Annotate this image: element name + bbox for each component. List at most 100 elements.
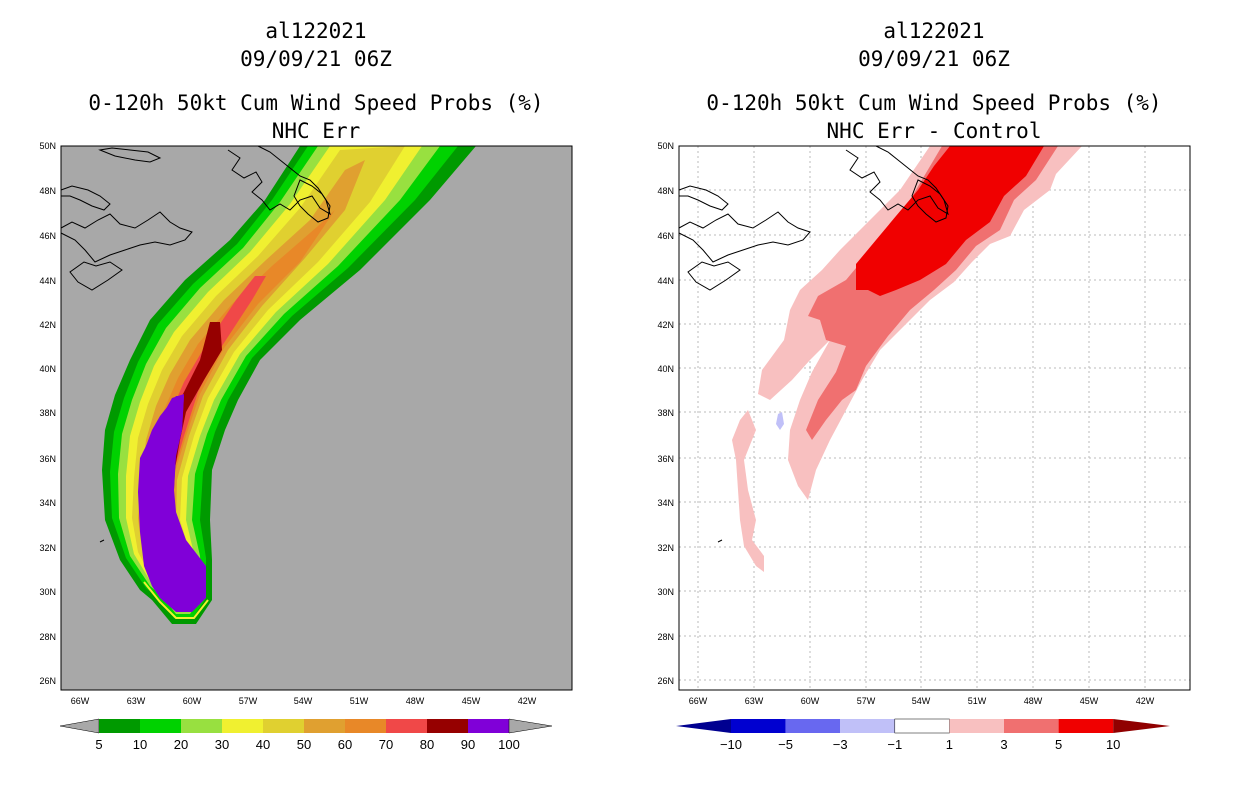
colorbar-label-60: 60 bbox=[338, 737, 352, 752]
colorbar-swatch-60-70 bbox=[345, 719, 386, 733]
lat-label-40n: 40N bbox=[39, 364, 56, 374]
swath-south-rim bbox=[143, 581, 209, 619]
lat-label-38n: 38N bbox=[39, 408, 56, 418]
colorbar-swatch-40-50 bbox=[263, 719, 304, 733]
colorbar-diff-label-10: 10 bbox=[1106, 737, 1120, 752]
colorbar-swatch-80-90 bbox=[427, 719, 468, 733]
right-title-storm: al122021 bbox=[883, 19, 985, 43]
lon-label-57w: 57W bbox=[239, 696, 258, 706]
lat-label-38n: 38N bbox=[657, 408, 674, 418]
lat-label-46n: 46N bbox=[657, 231, 674, 241]
colorbar-swatch-20-30 bbox=[181, 719, 222, 733]
lon-label-66w: 66W bbox=[689, 696, 708, 706]
lat-label-36n: 36N bbox=[39, 454, 56, 464]
colorbar-left-end bbox=[59, 718, 100, 734]
lon-label-54w: 54W bbox=[912, 696, 931, 706]
colorbar-diff-swatch--5--3 bbox=[785, 719, 841, 733]
left-map-plot bbox=[60, 145, 573, 691]
lat-label-50n: 50N bbox=[39, 141, 56, 151]
colorbar-diff-label-1: 1 bbox=[946, 737, 953, 752]
right-map: 50N 48N 46N 44N 42N 40N 38N 36N 34N 32N … bbox=[657, 141, 1191, 752]
colorbar-diff-label--10: −10 bbox=[720, 737, 742, 752]
lon-label-48w: 48W bbox=[1024, 696, 1043, 706]
colorbar-diff-label--1: −1 bbox=[887, 737, 902, 752]
lat-label-30n: 30N bbox=[39, 587, 56, 597]
colorbar-swatch-70-80 bbox=[386, 719, 427, 733]
lat-label-34n: 34N bbox=[657, 498, 674, 508]
colorbar-label-30: 30 bbox=[215, 737, 229, 752]
colorbar-label-50: 50 bbox=[297, 737, 311, 752]
colorbar-diff-swatch-1-3 bbox=[949, 719, 1004, 733]
right-title-subtitle: NHC Err - Control bbox=[826, 119, 1042, 143]
lon-label-51w: 51W bbox=[968, 696, 987, 706]
lat-label-36n: 36N bbox=[657, 454, 674, 464]
colorbar-label-10: 10 bbox=[133, 737, 147, 752]
lon-label-60w: 60W bbox=[183, 696, 202, 706]
lon-label-57w: 57W bbox=[857, 696, 876, 706]
right-map-plot bbox=[678, 145, 1191, 691]
lat-label-48n: 48N bbox=[657, 186, 674, 196]
left-lat-labels: 50N 48N 46N 44N 42N 40N 38N 36N 34N 32N … bbox=[39, 141, 56, 686]
colorbar-swatch-90-100 bbox=[468, 719, 509, 733]
lon-label-48w: 48W bbox=[406, 696, 425, 706]
colorbar-diff-swatch-5-10 bbox=[1058, 719, 1114, 733]
right-lat-labels: 50N 48N 46N 44N 42N 40N 38N 36N 34N 32N … bbox=[657, 141, 674, 686]
swath-core bbox=[138, 394, 206, 612]
colorbar-label-100: 100 bbox=[498, 737, 520, 752]
colorbar-diff-left-end bbox=[676, 719, 731, 733]
right-title-date: 09/09/21 06Z bbox=[858, 47, 1010, 71]
lon-label-54w: 54W bbox=[294, 696, 313, 706]
lon-label-51w: 51W bbox=[350, 696, 369, 706]
left-map: 50N 48N 46N 44N 42N 40N 38N 36N 34N 32N … bbox=[39, 141, 573, 752]
lat-label-44n: 44N bbox=[657, 276, 674, 286]
lat-label-44n: 44N bbox=[39, 276, 56, 286]
right-lon-labels: 66W 63W 60W 57W 54W 51W 48W 45W 42W bbox=[689, 696, 1155, 706]
colorbar-right-end bbox=[508, 718, 553, 734]
lat-label-50n: 50N bbox=[657, 141, 674, 151]
lon-label-42w: 42W bbox=[1136, 696, 1155, 706]
left-title-storm: al122021 bbox=[265, 19, 367, 43]
lat-label-28n: 28N bbox=[39, 632, 56, 642]
lat-label-48n: 48N bbox=[39, 186, 56, 196]
colorbar-label-5: 5 bbox=[95, 737, 102, 752]
left-colorbar: 5 10 20 30 40 50 60 70 80 90 100 bbox=[59, 718, 553, 752]
left-title-product: 0-120h 50kt Cum Wind Speed Probs (%) bbox=[88, 91, 544, 115]
colorbar-diff-swatch--10--5 bbox=[731, 719, 786, 733]
colorbar-swatch-50-60 bbox=[304, 719, 345, 733]
colorbar-swatch-5-10 bbox=[99, 719, 140, 733]
colorbar-diff-label--5: −5 bbox=[778, 737, 793, 752]
colorbar-diff-label-5: 5 bbox=[1055, 737, 1062, 752]
lon-label-42w: 42W bbox=[518, 696, 537, 706]
lon-label-63w: 63W bbox=[745, 696, 764, 706]
colorbar-label-40: 40 bbox=[256, 737, 270, 752]
left-lon-labels: 66W 63W 60W 57W 54W 51W 48W 45W 42W bbox=[71, 696, 537, 706]
lon-label-45w: 45W bbox=[1080, 696, 1099, 706]
lon-label-45w: 45W bbox=[462, 696, 481, 706]
lat-label-26n: 26N bbox=[39, 676, 56, 686]
lon-label-63w: 63W bbox=[127, 696, 146, 706]
lat-label-40n: 40N bbox=[657, 364, 674, 374]
right-coastlines bbox=[678, 145, 949, 543]
colorbar-diff-swatch--1-1 bbox=[894, 718, 950, 734]
colorbar-label-90: 90 bbox=[461, 737, 475, 752]
colorbar-diff-swatch--3--1 bbox=[840, 719, 895, 733]
diff-3-5 bbox=[806, 146, 1058, 440]
lat-label-46n: 46N bbox=[39, 231, 56, 241]
diff-5-10 bbox=[856, 146, 1044, 296]
lon-label-66w: 66W bbox=[71, 696, 90, 706]
colorbar-swatch-30-40 bbox=[222, 719, 263, 733]
diff-neg-1-3 bbox=[776, 412, 784, 430]
right-title-product: 0-120h 50kt Cum Wind Speed Probs (%) bbox=[706, 91, 1162, 115]
colorbar-label-70: 70 bbox=[379, 737, 393, 752]
colorbar-label-20: 20 bbox=[174, 737, 188, 752]
colorbar-diff-right-end bbox=[1113, 719, 1170, 733]
lat-label-28n: 28N bbox=[657, 632, 674, 642]
right-colorbar: −10 −5 −3 −1 1 3 5 10 bbox=[676, 718, 1170, 752]
diff-1-3-south bbox=[732, 410, 764, 572]
lat-label-30n: 30N bbox=[657, 587, 674, 597]
left-title-date: 09/09/21 06Z bbox=[240, 47, 392, 71]
colorbar-diff-label--3: −3 bbox=[833, 737, 848, 752]
lat-label-32n: 32N bbox=[39, 543, 56, 553]
colorbar-diff-swatch-3-5 bbox=[1004, 719, 1059, 733]
lat-label-34n: 34N bbox=[39, 498, 56, 508]
